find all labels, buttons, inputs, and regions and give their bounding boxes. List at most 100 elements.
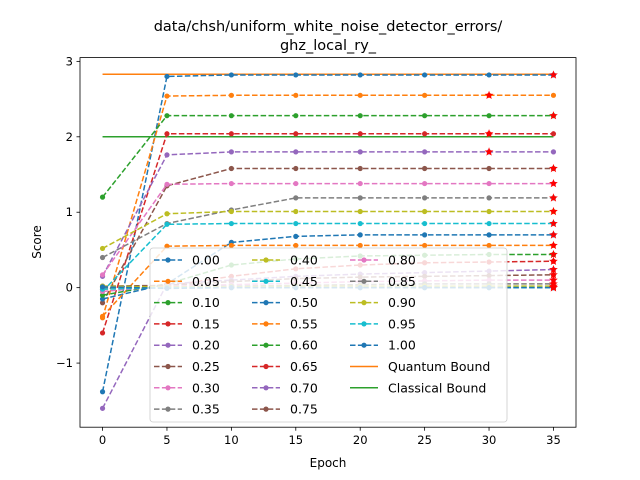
series-point [164,243,170,249]
series-point [422,180,428,187]
series-line [101,244,554,317]
x-axis-label: Epoch [310,456,347,470]
series-point [422,208,428,215]
y-tick-label: 3 [66,54,73,68]
best-score-star [549,283,558,292]
legend-marker [263,321,269,327]
series-point [228,208,234,215]
y-tick-label: 2 [66,130,73,144]
legend-marker [263,278,269,284]
series-point [293,233,299,239]
series-point [164,131,170,137]
legend-label: 1.00 [388,338,416,353]
series-point [99,330,106,336]
best-score-star [549,163,558,173]
series-point [99,313,106,319]
series-point [293,72,299,78]
series-point [550,149,557,155]
best-score-star [549,206,558,216]
series-point [357,72,363,78]
series-point [486,232,492,238]
x-axis: 0 5 10 15 20 25 30 35 [99,427,561,447]
series-point [486,165,492,172]
series-line [102,197,554,259]
series-point [164,211,170,217]
series-point [422,149,428,155]
series-point [486,113,492,119]
best-score-star [549,111,558,120]
series-point [99,292,106,298]
x-tick-label: 5 [163,433,170,447]
plot-frame [79,57,577,428]
series-point [422,131,428,137]
best-score-star [549,270,558,279]
legend-marker [263,342,269,348]
x-tick-label: 10 [224,433,239,447]
series-point [357,195,363,201]
legend-marker [165,342,171,348]
series-point [99,300,106,306]
legend-label: 0.75 [290,402,318,417]
legend-label: 0.70 [290,380,318,395]
series-line [101,94,554,319]
series-point [228,131,234,137]
legend-marker [361,321,367,327]
series-point [486,195,492,201]
legend-label: 0.80 [388,253,416,268]
series-point [422,242,428,249]
x-tick-label: 15 [288,433,303,447]
series-point [357,180,363,187]
legend-marker [263,300,269,306]
legend-label: 0.85 [388,274,416,289]
legend-label: 0.40 [290,253,318,268]
series-line [102,222,554,292]
series-point [293,149,299,155]
legend-label: 0.45 [290,274,318,289]
series-line [101,114,554,198]
y-tick-label: 1 [66,205,73,219]
legend-marker [165,278,171,284]
legend-marker [361,278,367,284]
legend-marker [165,385,171,391]
best-markers [484,70,558,292]
x-tick-label: 20 [353,433,368,447]
series-point [422,72,428,78]
series-point [357,165,363,172]
series-point [99,272,106,278]
series-point [293,131,299,137]
legend-label: 0.35 [192,402,220,417]
legend-marker [165,363,171,370]
series-point [357,113,363,119]
best-score-star [549,240,558,250]
series-point [550,92,557,98]
series-line [102,234,554,300]
best-score-star [484,147,494,156]
series-point [422,220,428,227]
series-point [99,389,106,395]
x-tick-label: 30 [482,433,497,447]
legend-label: 0.65 [290,359,318,374]
series-point [99,245,106,252]
series-point [228,92,234,98]
legend-marker [263,363,269,370]
series-point [293,220,299,227]
series-point [228,72,234,78]
series-point [164,93,170,99]
legend-label: 0.90 [388,295,416,310]
series-point [99,194,106,200]
legend-marker [361,300,367,306]
series-point [228,113,234,119]
y-axis: −1 0 1 2 3 [56,54,80,370]
series-point [486,208,492,215]
best-score-star [549,178,558,188]
legend-label: 0.05 [192,274,220,289]
x-tick-label: 25 [417,433,432,447]
series-point [228,242,234,249]
best-score-star [549,230,558,239]
series-point [357,131,363,137]
legend-marker [165,321,171,327]
series-point [357,242,363,249]
series-point [357,92,363,98]
legend-label: 0.10 [192,295,220,310]
